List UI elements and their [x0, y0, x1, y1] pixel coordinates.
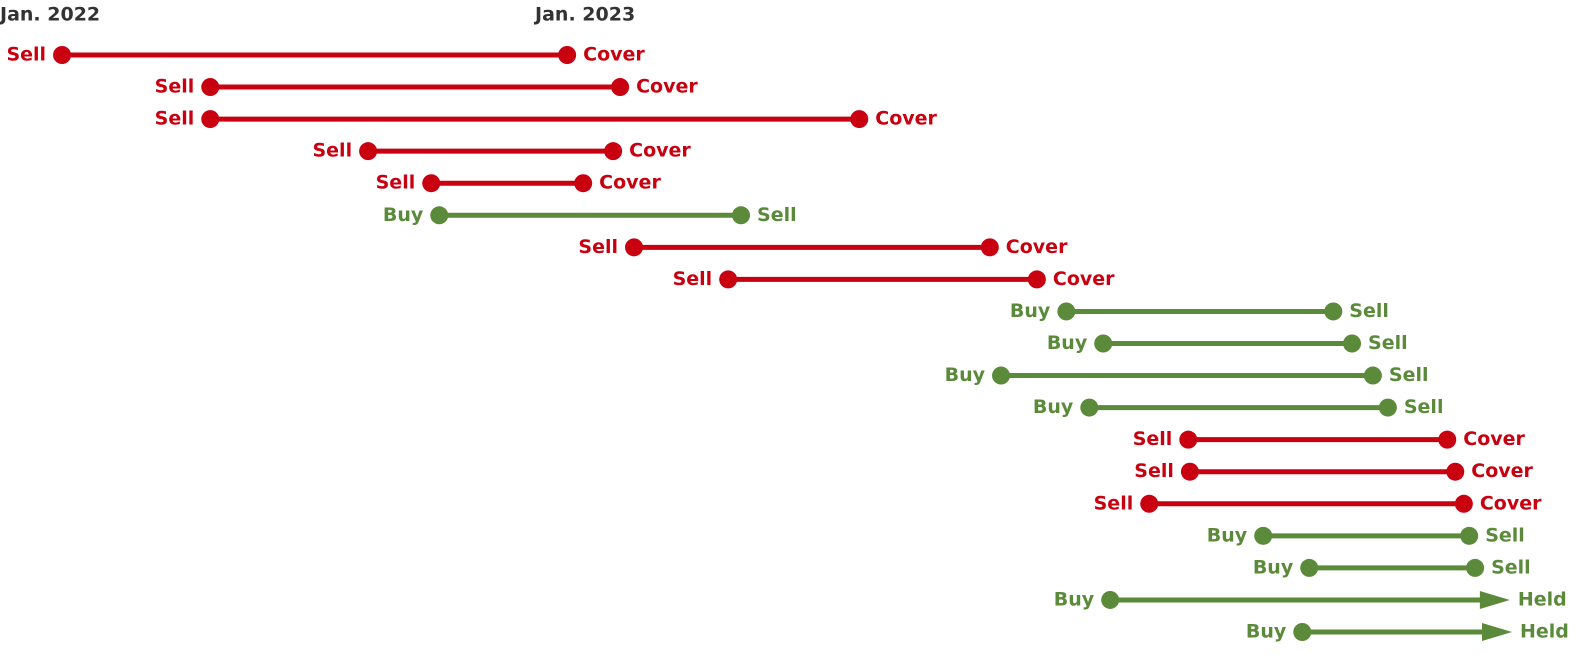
start-dot [1094, 334, 1113, 353]
end-label: Cover [636, 76, 698, 98]
start-label: Buy [1253, 556, 1294, 578]
end-arrow [1482, 623, 1512, 641]
end-dot [1324, 302, 1343, 321]
end-label: Cover [629, 140, 691, 162]
end-dot [1454, 494, 1473, 513]
end-label: Sell [757, 204, 797, 226]
end-label: Sell [1368, 332, 1408, 354]
start-label: Buy [1047, 332, 1088, 354]
end-label: Sell [1404, 396, 1444, 418]
end-label: Sell [1349, 300, 1389, 322]
end-dot [611, 78, 630, 97]
start-label: Sell [1133, 428, 1173, 450]
start-label: Buy [1033, 396, 1074, 418]
start-dot [1057, 302, 1076, 321]
end-dot [1438, 430, 1457, 449]
start-label: Buy [383, 204, 424, 226]
start-dot [1300, 558, 1319, 577]
start-label: Sell [155, 108, 195, 130]
start-dot [430, 206, 449, 225]
end-dot [1343, 334, 1362, 353]
end-label: Cover [1006, 236, 1068, 258]
x-tick-label: Jan. 2022 [0, 4, 100, 26]
end-dot [732, 206, 751, 225]
end-dot [1027, 270, 1046, 289]
end-dot [980, 238, 999, 257]
end-dot [1466, 558, 1485, 577]
start-dot [359, 142, 378, 161]
x-tick-label: Jan. 2023 [533, 4, 635, 26]
start-label: Sell [1134, 460, 1174, 482]
start-label: Sell [6, 44, 46, 66]
start-label: Sell [155, 76, 195, 98]
end-dot [850, 110, 869, 129]
start-label: Sell [578, 236, 618, 258]
start-label: Buy [1054, 588, 1095, 610]
start-dot [1140, 494, 1159, 513]
start-dot [53, 46, 72, 64]
end-dot [558, 46, 577, 64]
start-dot [992, 366, 1011, 385]
start-label: Buy [1010, 300, 1051, 322]
end-label: Cover [599, 172, 661, 194]
start-label: Buy [1246, 621, 1287, 643]
end-label: Cover [1480, 492, 1542, 514]
end-label: Sell [1389, 364, 1429, 386]
end-label: Held [1518, 588, 1567, 610]
end-label: Cover [875, 108, 937, 130]
start-dot [201, 78, 220, 97]
end-dot [1363, 366, 1382, 385]
start-dot [422, 174, 441, 193]
end-label: Cover [1463, 428, 1525, 450]
start-dot [201, 110, 220, 129]
end-dot [1378, 398, 1397, 417]
end-label: Cover [1053, 268, 1115, 290]
end-dot [574, 174, 593, 193]
start-dot [719, 270, 738, 289]
end-label: Sell [1485, 524, 1525, 546]
end-dot [604, 142, 623, 161]
end-label: Cover [1471, 460, 1533, 482]
start-label: Buy [1207, 524, 1248, 546]
start-label: Sell [376, 172, 416, 194]
end-label: Held [1520, 621, 1569, 643]
start-dot [1101, 590, 1120, 609]
end-label: Sell [1491, 556, 1531, 578]
start-label: Sell [673, 268, 713, 290]
start-dot [1180, 462, 1199, 481]
start-dot [625, 238, 644, 257]
start-label: Sell [312, 140, 352, 162]
end-arrow [1479, 590, 1510, 609]
start-dot [1293, 623, 1312, 641]
start-dot [1254, 526, 1273, 545]
start-label: Sell [1094, 492, 1134, 514]
end-dot [1446, 462, 1465, 481]
start-dot [1080, 398, 1099, 417]
end-dot [1460, 526, 1479, 545]
start-label: Buy [945, 364, 986, 386]
end-label: Cover [583, 44, 645, 66]
start-dot [1179, 430, 1198, 449]
